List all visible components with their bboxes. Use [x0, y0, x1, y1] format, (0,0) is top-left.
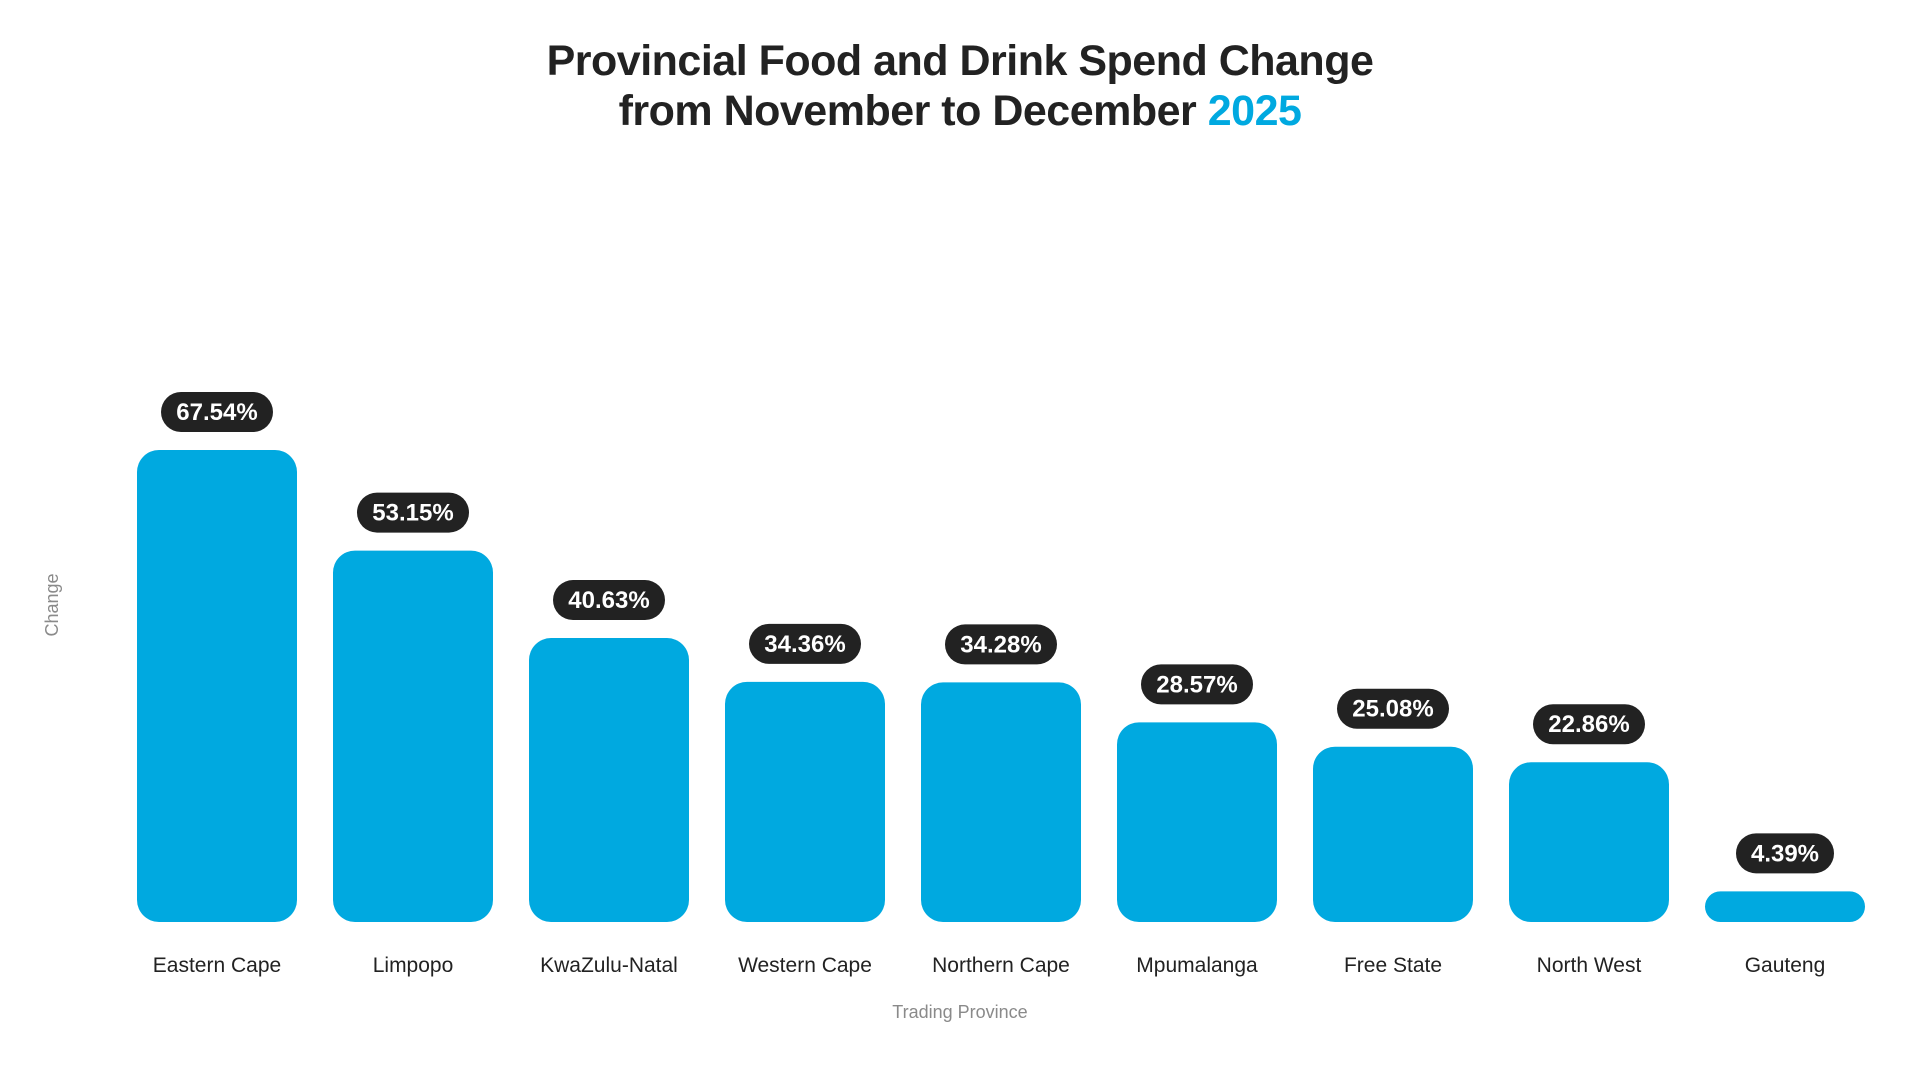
value-label: 4.39%	[1751, 840, 1819, 867]
category-label: Limpopo	[373, 954, 454, 977]
value-labels: 67.54% 53.15% 40.63% 34.36% 34.28% 28.57% 25.0…	[161, 392, 1834, 874]
value-badge	[945, 624, 1057, 665]
x-axis-title: Trading Province	[892, 1002, 1027, 1022]
value-label: 67.54%	[176, 399, 257, 426]
chart-title-line-2: from November to December 2025	[0, 86, 1920, 136]
category-label: KwaZulu-Natal	[540, 954, 678, 977]
category-label: Free State	[1344, 954, 1442, 977]
category-label: North West	[1537, 954, 1642, 977]
bar-free-state	[1313, 746, 1473, 922]
value-badge	[749, 623, 861, 664]
chart-title: Provincial Food and Drink Spend Change f…	[0, 36, 1920, 136]
value-label: 53.15%	[372, 500, 453, 527]
category-label: Eastern Cape	[153, 954, 281, 977]
value-label: 22.86%	[1548, 711, 1629, 738]
bar-northern-cape	[921, 682, 1081, 922]
value-label: 40.63%	[568, 587, 649, 614]
chart-title-prefix: from November to December	[618, 87, 1197, 135]
bar-gauteng	[1705, 891, 1865, 922]
category-label: Gauteng	[1745, 954, 1826, 977]
category-label: Mpumalanga	[1136, 954, 1258, 977]
bar-western-cape	[725, 681, 885, 922]
value-label: 34.36%	[764, 631, 845, 658]
bar-mpumalanga	[1117, 722, 1277, 922]
bar-series	[137, 450, 1865, 922]
value-badge	[1736, 833, 1834, 874]
bar-north-west	[1509, 762, 1669, 922]
category-axis: Eastern Cape Limpopo KwaZulu-Natal Western …	[153, 954, 1826, 977]
bar-eastern-cape	[137, 450, 297, 922]
category-label: Northern Cape	[932, 954, 1070, 977]
value-badge	[1141, 664, 1253, 705]
value-label: 25.08%	[1352, 696, 1433, 723]
bar-kwazulu-natal	[529, 638, 689, 922]
value-badge	[553, 580, 665, 621]
bar-limpopo	[333, 550, 493, 922]
y-axis-title: Change	[42, 573, 62, 636]
category-label: Western Cape	[738, 954, 872, 977]
value-label: 28.57%	[1156, 671, 1237, 698]
chart-title-year: 2025	[1207, 87, 1302, 135]
chart-title-line-1: Provincial Food and Drink Spend Change	[546, 37, 1374, 85]
value-badge	[1533, 704, 1645, 745]
value-badge	[161, 392, 273, 432]
value-badge	[357, 492, 469, 533]
value-label: 34.28%	[960, 631, 1041, 658]
value-badge	[1337, 688, 1449, 729]
